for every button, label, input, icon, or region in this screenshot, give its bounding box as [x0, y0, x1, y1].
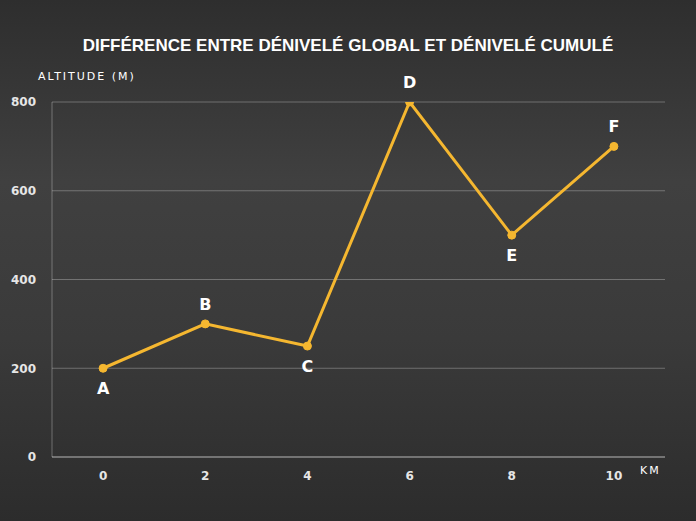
svg-text:0: 0: [28, 450, 36, 464]
html-text:KM: KM: [640, 464, 661, 477]
svg-text:6: 6: [405, 469, 413, 483]
svg-text:C: C: [302, 357, 314, 376]
svg-text:2: 2: [201, 469, 209, 483]
svg-text:800: 800: [11, 95, 36, 109]
svg-text:F: F: [608, 117, 619, 136]
svg-text:8: 8: [508, 469, 516, 483]
svg-text:4: 4: [303, 469, 311, 483]
svg-text:E: E: [506, 246, 517, 265]
svg-text:A: A: [97, 379, 110, 398]
svg-text:10: 10: [606, 469, 623, 483]
html-text:DIFFÉRENCE ENTRE DÉNIVELÉ GLOB: DIFFÉRENCE ENTRE DÉNIVELÉ GLOBAL ET DÉNI…: [82, 36, 614, 55]
svg-text:D: D: [403, 73, 416, 92]
svg-text:0: 0: [99, 469, 107, 483]
svg-text:B: B: [199, 295, 211, 314]
svg-text:200: 200: [11, 362, 36, 376]
svg-text:400: 400: [11, 273, 36, 287]
svg-text:600: 600: [11, 184, 36, 198]
html-text:ALTITUDE (M): ALTITUDE (M): [38, 70, 136, 83]
